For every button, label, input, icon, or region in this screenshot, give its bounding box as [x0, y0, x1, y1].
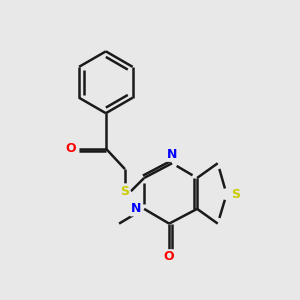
Text: N: N: [131, 202, 141, 215]
Text: O: O: [66, 142, 76, 155]
Text: O: O: [164, 250, 175, 263]
Text: S: S: [121, 185, 130, 198]
Text: S: S: [231, 188, 240, 201]
Text: N: N: [167, 148, 177, 161]
